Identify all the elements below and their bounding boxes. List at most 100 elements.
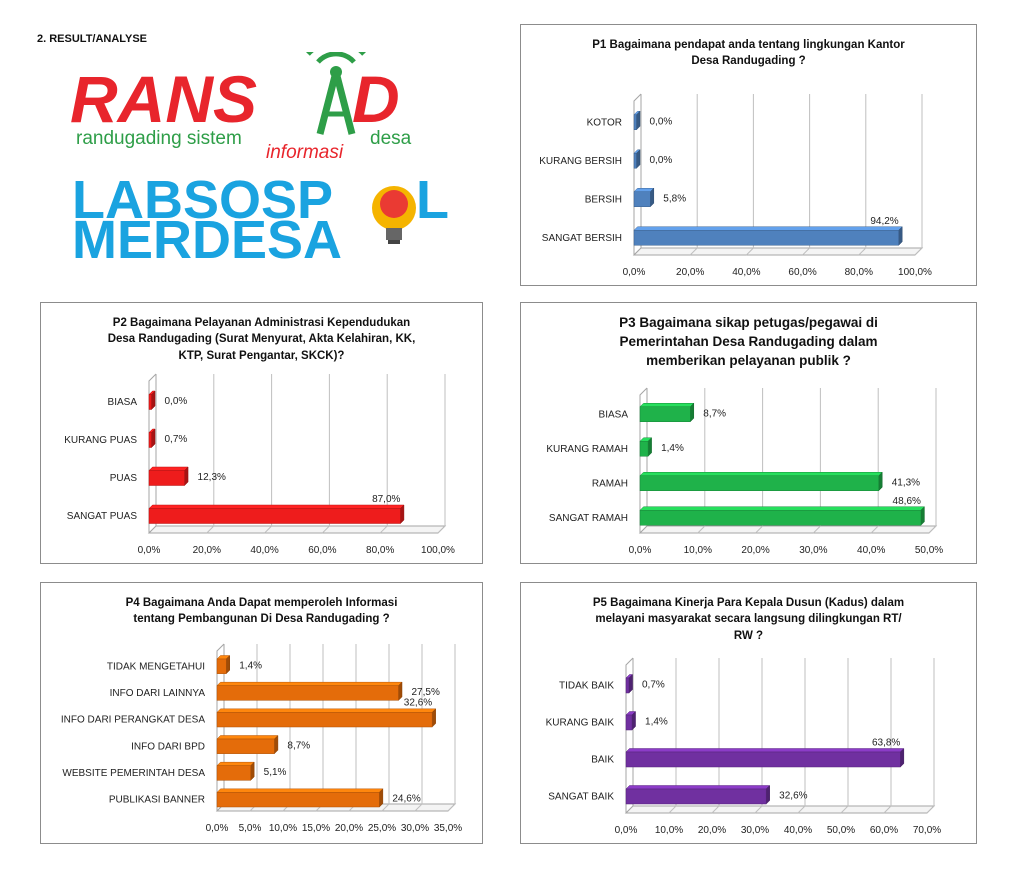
bar-front-face (639, 475, 879, 491)
bar-side-face (400, 504, 405, 525)
bar-side-face (765, 784, 770, 805)
category-label: WEBSITE PEMERINTAH DESA (62, 768, 205, 779)
bar-side-face (878, 471, 883, 492)
logo-tagline-left: randugading sistem (76, 128, 242, 149)
bar-side-face (628, 673, 633, 694)
category-label: BAIK (591, 755, 614, 766)
chart-title-line: KTP, Surat Pengantar, SKCK)? (178, 349, 345, 362)
category-label: TIDAK MENGETAHUI (107, 661, 205, 672)
gridline-floor (802, 247, 810, 256)
bar (216, 761, 255, 781)
bar-front-face (216, 685, 399, 701)
bar (216, 681, 403, 701)
data-label: 1,4% (239, 660, 262, 671)
bar-front-face (633, 153, 637, 169)
x-tick-label: 40,0% (732, 267, 760, 278)
gridline-floor (755, 525, 763, 534)
bar (625, 673, 634, 694)
chart-title: P2 Bagaimana Pelayanan Administrasi Kepe… (49, 315, 474, 364)
gridline-floor (711, 805, 720, 814)
bar-front-face (148, 394, 152, 410)
gridline-floor (381, 803, 390, 812)
gridline-floor (928, 525, 937, 534)
bar-side-face (151, 428, 156, 449)
bar-side-face (431, 708, 436, 728)
bar-top-face (216, 708, 437, 713)
gridline-floor (322, 525, 330, 534)
category-label: SANGAT BERSIH (542, 233, 622, 244)
category-label: SANGAT PUAS (67, 511, 138, 522)
chart-title-line: memberikan pelayanan publik ? (646, 353, 851, 369)
bar-front-face (639, 510, 922, 526)
data-label: 27,5% (412, 687, 440, 698)
gridline-floor (926, 805, 935, 814)
data-label: 41,3% (892, 477, 920, 488)
bar (148, 390, 156, 411)
chart-panel-p1: P1 Bagaimana pendapat anda tentang lingk… (520, 24, 977, 286)
bar-top-face (639, 472, 883, 476)
chart-title-line: Pemerintahan Desa Randugading dalam (619, 334, 878, 350)
data-label: 0,7% (165, 434, 188, 445)
bar-front-face (216, 792, 380, 808)
logo-ransad-text: RANS (70, 62, 257, 136)
chart-title: P3 Bagaimana sikap petugas/pegawai di Pem… (529, 313, 968, 370)
gridline-floor (746, 247, 754, 256)
x-tick-label: 0,0% (206, 823, 229, 834)
bar-front-face (216, 765, 251, 781)
bar-chart: 0,0% 20,0% 40,0% 60,0% 80,0% 100,0% KOTOR 0,0% K… (539, 93, 932, 278)
data-label: 12,3% (198, 472, 226, 483)
data-label: 0,0% (650, 155, 673, 166)
x-tick-label: 0,0% (138, 545, 161, 556)
bar-front-face (633, 191, 651, 207)
x-tick-label: 50,0% (827, 825, 855, 836)
category-label: PUAS (110, 473, 138, 484)
x-tick-label: 25,0% (368, 823, 396, 834)
bar-side-face (151, 390, 156, 411)
logo-tagline-right: desa (370, 128, 412, 149)
bar (216, 734, 279, 755)
bar-chart: 0,0% 10,0% 20,0% 30,0% 40,0% 50,0% BIASA 8,7% KU… (546, 387, 943, 556)
bar-front-face (148, 470, 185, 486)
category-label: KURANG BAIK (546, 718, 615, 729)
bar-side-face (184, 466, 189, 487)
chart-title-line: P3 Bagaimana sikap petugas/pegawai di (619, 315, 878, 330)
data-label: 0,0% (650, 116, 673, 127)
bar-front-face (216, 712, 433, 728)
logo-merdesa-text: MERDESA (72, 210, 342, 270)
bar (625, 747, 905, 768)
bar-side-face (398, 681, 403, 701)
bar (216, 654, 231, 675)
bar-front-face (625, 751, 901, 768)
chart-title-line: RW ? (733, 629, 764, 642)
x-tick-label: 20,0% (741, 545, 769, 556)
gridline-floor (264, 525, 272, 534)
bar-front-face (216, 658, 227, 674)
bar-front-face (148, 432, 152, 448)
bar-front-face (148, 508, 401, 524)
lightbulb-brain-icon (372, 186, 416, 244)
chart-title-line: tentang Pembangunan Di Desa Randugading … (133, 613, 390, 626)
gridline-floor (668, 805, 677, 814)
gridline-floor (437, 525, 446, 534)
bar (639, 471, 883, 492)
bar-side-face (636, 110, 641, 131)
bar-top-face (148, 504, 405, 509)
data-label: 87,0% (372, 494, 400, 505)
bar (148, 466, 189, 487)
section-label: 2. RESULT/ANALYSE (37, 33, 148, 45)
x-tick-label: 30,0% (799, 545, 827, 556)
data-label: 5,1% (264, 767, 287, 778)
x-tick-label: 50,0% (915, 545, 943, 556)
category-label: KURANG PUAS (64, 435, 137, 446)
bar-front-face (216, 738, 275, 754)
category-label: BERSIH (585, 194, 622, 205)
data-label: 0,0% (165, 396, 188, 407)
data-label: 32,6% (779, 791, 807, 802)
bar (148, 428, 156, 449)
data-label: 48,6% (893, 496, 921, 507)
chart-title-line: P2 Bagaimana Pelayanan Administrasi Kepe… (112, 317, 411, 329)
chart-panel-p4: P4 Bagaimana Anda Dapat memperoleh Infor… (40, 582, 483, 844)
data-label: 24,6% (392, 794, 420, 805)
gridline-floor (754, 805, 763, 814)
x-tick-label: 15,0% (302, 823, 330, 834)
